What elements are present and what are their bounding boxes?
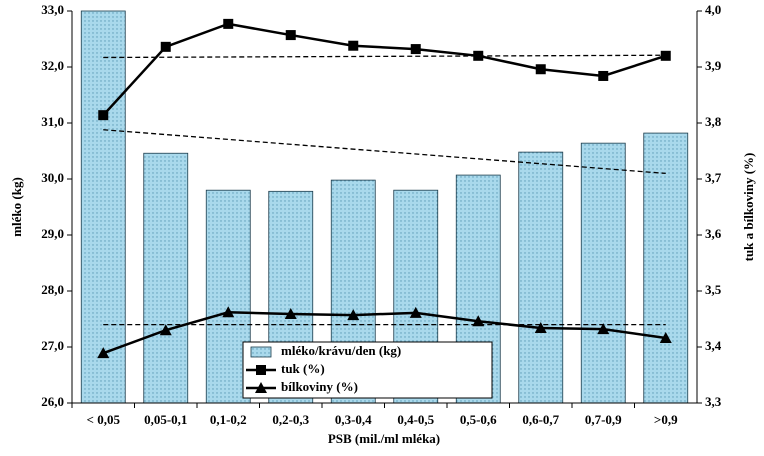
line: [102, 22, 667, 117]
x-tick-label: 0,6-0,7: [522, 412, 559, 427]
legend-label: bílkoviny (%): [281, 379, 358, 394]
y-tick-label: 27,0: [41, 338, 64, 353]
y2-axis-label: tuk a bílkoviny (%): [741, 153, 756, 262]
y-axis-label: mléko (kg): [9, 177, 24, 237]
triangle-marker: [97, 347, 110, 359]
y2-tick-label: 4,0: [705, 2, 721, 17]
triangle-marker: [222, 306, 235, 318]
legend-swatch: [250, 346, 272, 358]
bar: [143, 152, 189, 404]
square-marker: [223, 18, 234, 29]
y-tick-label: 31,0: [41, 114, 64, 129]
triangle-marker: [159, 324, 172, 336]
legend: mléko/krávu/den (kg) tuk (%) bílkoviny (%): [242, 341, 493, 399]
square-marker: [285, 30, 296, 41]
y2-tick-label: 3,7: [705, 170, 722, 185]
square-marker: [256, 365, 266, 375]
square-marker: [348, 40, 359, 51]
legend-label: tuk (%): [281, 361, 325, 376]
triangle-marker: [347, 309, 360, 321]
square-marker: [98, 110, 109, 121]
x-axis-label: PSB (mil./ml mléka): [328, 431, 440, 446]
square-marker: [598, 70, 609, 81]
x-tick-label: 0,1-0,2: [210, 412, 247, 427]
line: [102, 311, 666, 355]
y-tick-label: 30,0: [41, 170, 64, 185]
y2-tick-label: 3,3: [705, 394, 722, 409]
x-tick-label: 0,05-0,1: [144, 412, 187, 427]
square-marker: [410, 44, 421, 55]
bar: [580, 142, 626, 404]
square-marker: [473, 50, 484, 61]
bar: [518, 151, 564, 404]
y2-tick-label: 3,8: [705, 114, 722, 129]
trend-line: [103, 129, 666, 175]
y-tick-label: 33,0: [41, 2, 64, 17]
y2-tick-label: 3,9: [705, 58, 722, 73]
x-tick-label: >0,9: [654, 412, 678, 427]
triangle-marker: [255, 382, 267, 393]
bar: [80, 10, 126, 404]
x-tick-label: 0,7-0,9: [585, 412, 622, 427]
y2-tick-label: 3,5: [705, 282, 722, 297]
bar: [643, 132, 689, 404]
y-tick-label: 29,0: [41, 226, 64, 241]
triangle-marker: [534, 321, 547, 333]
x-tick-label: 0,4-0,5: [397, 412, 434, 427]
square-marker: [660, 50, 671, 61]
y-tick-label: 26,0: [41, 394, 64, 409]
x-tick-label: 0,5-0,6: [460, 412, 497, 427]
triangle-marker: [659, 332, 672, 344]
triangle-marker: [472, 315, 485, 327]
triangle-marker: [409, 306, 422, 318]
trend-line: [103, 54, 666, 59]
x-tick-label: 0,3-0,4: [335, 412, 372, 427]
y-tick-label: 32,0: [41, 58, 64, 73]
legend-box: [242, 341, 493, 399]
x-tick-label: < 0,05: [87, 412, 121, 427]
y2-tick-label: 3,4: [705, 338, 722, 353]
x-tick-label: 0,2-0,3: [272, 412, 309, 427]
triangle-marker: [284, 307, 297, 319]
square-marker: [535, 64, 546, 75]
y-tick-label: 28,0: [41, 282, 64, 297]
y2-tick-label: 3,6: [705, 226, 722, 241]
legend-label: mléko/krávu/den (kg): [281, 343, 401, 358]
square-marker: [160, 41, 171, 52]
triangle-marker: [597, 323, 610, 335]
